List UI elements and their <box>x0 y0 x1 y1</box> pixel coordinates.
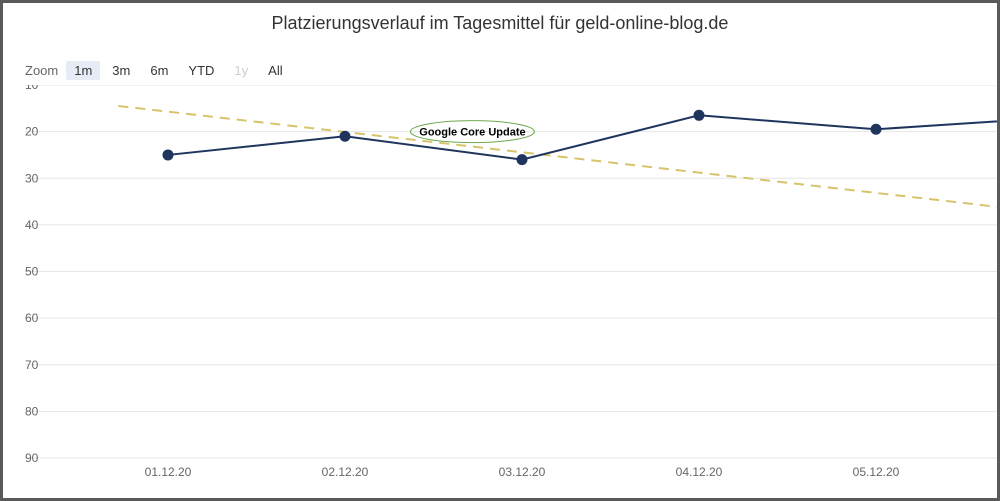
x-tick-label: 01.12.20 <box>145 465 192 479</box>
zoom-btn-3m[interactable]: 3m <box>104 61 138 80</box>
y-tick-label: 60 <box>25 311 39 325</box>
zoom-btn-1m[interactable]: 1m <box>66 61 100 80</box>
y-tick-label: 10 <box>25 85 39 92</box>
y-tick-label: 20 <box>25 125 39 139</box>
x-tick-label: 02.12.20 <box>322 465 369 479</box>
series-marker[interactable] <box>695 111 704 120</box>
x-tick-label: 04.12.20 <box>676 465 723 479</box>
chart-title: Platzierungsverlauf im Tagesmittel für g… <box>3 13 997 34</box>
y-tick-label: 30 <box>25 171 39 185</box>
annotation-label: Google Core Update <box>419 127 525 139</box>
x-tick-label: 05.12.20 <box>853 465 900 479</box>
zoom-bar: Zoom 1m3m6mYTD1yAll <box>25 61 291 80</box>
y-tick-label: 40 <box>25 218 39 232</box>
y-tick-label: 70 <box>25 358 39 372</box>
x-tick-label: 03.12.20 <box>499 465 546 479</box>
series-marker[interactable] <box>341 132 350 141</box>
y-tick-label: 90 <box>25 451 39 465</box>
zoom-btn-6m[interactable]: 6m <box>142 61 176 80</box>
series-line <box>168 115 997 159</box>
chart-frame: Platzierungsverlauf im Tagesmittel für g… <box>0 0 1000 501</box>
series-marker[interactable] <box>872 125 881 134</box>
zoom-btn-1y: 1y <box>226 61 256 80</box>
zoom-btn-all[interactable]: All <box>260 61 290 80</box>
series-marker[interactable] <box>518 155 527 164</box>
y-tick-label: 80 <box>25 404 39 418</box>
trend-line <box>118 106 997 213</box>
zoom-btn-ytd[interactable]: YTD <box>180 61 222 80</box>
zoom-label: Zoom <box>25 63 58 78</box>
series-marker[interactable] <box>164 150 173 159</box>
plot-area: 10203040506070809001.12.2002.12.2003.12.… <box>25 85 997 458</box>
y-tick-label: 50 <box>25 265 39 279</box>
